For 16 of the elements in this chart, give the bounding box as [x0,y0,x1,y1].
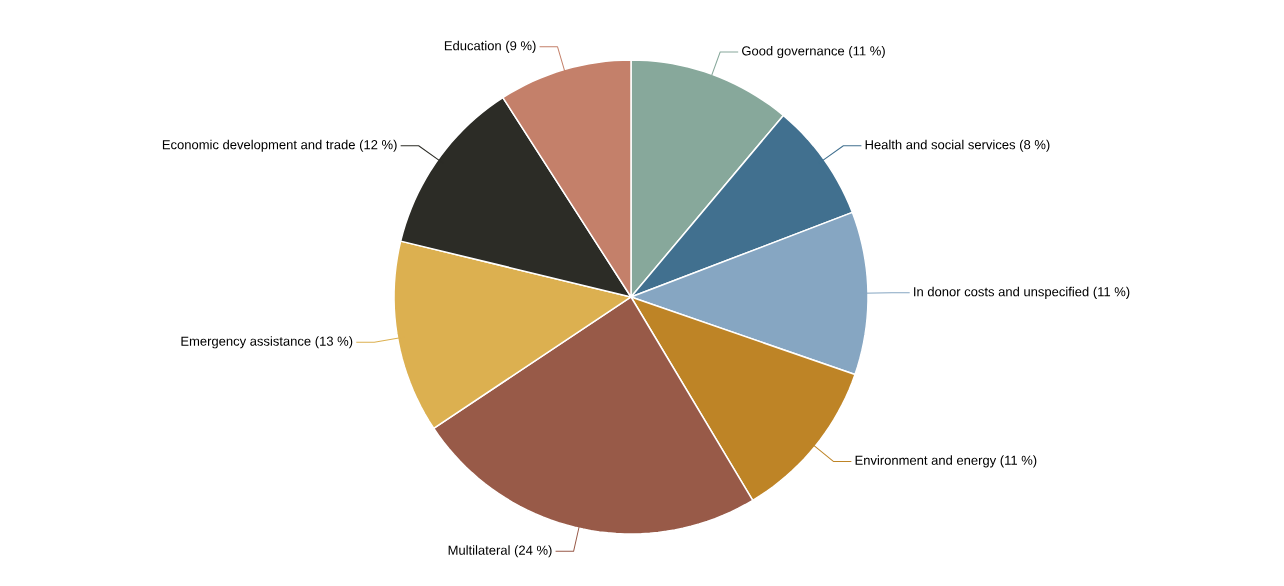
slice-label: In donor costs and unspecified [914,286,1089,299]
data-label: (9 %) [506,40,536,53]
slice-label: Health and social services [865,139,1016,150]
data-label: (11 %) [849,45,885,59]
slice-label: Multilateral [448,545,510,555]
data-label: (11 %) [1093,286,1130,299]
slice-label: Environment and energy [855,455,997,468]
slice-label: Education [444,40,501,51]
data-label: (13 %) [315,336,353,349]
slice-label: Good governance [742,45,845,59]
slice-label: Economic development and trade [162,139,355,152]
slice-label: Emergency assistance [181,336,311,349]
data-label: (11 %) [1000,455,1037,468]
data-label: (8 %) [1020,139,1050,152]
data-label: (24 %) [514,545,552,558]
data-label: (12 %) [359,139,397,152]
